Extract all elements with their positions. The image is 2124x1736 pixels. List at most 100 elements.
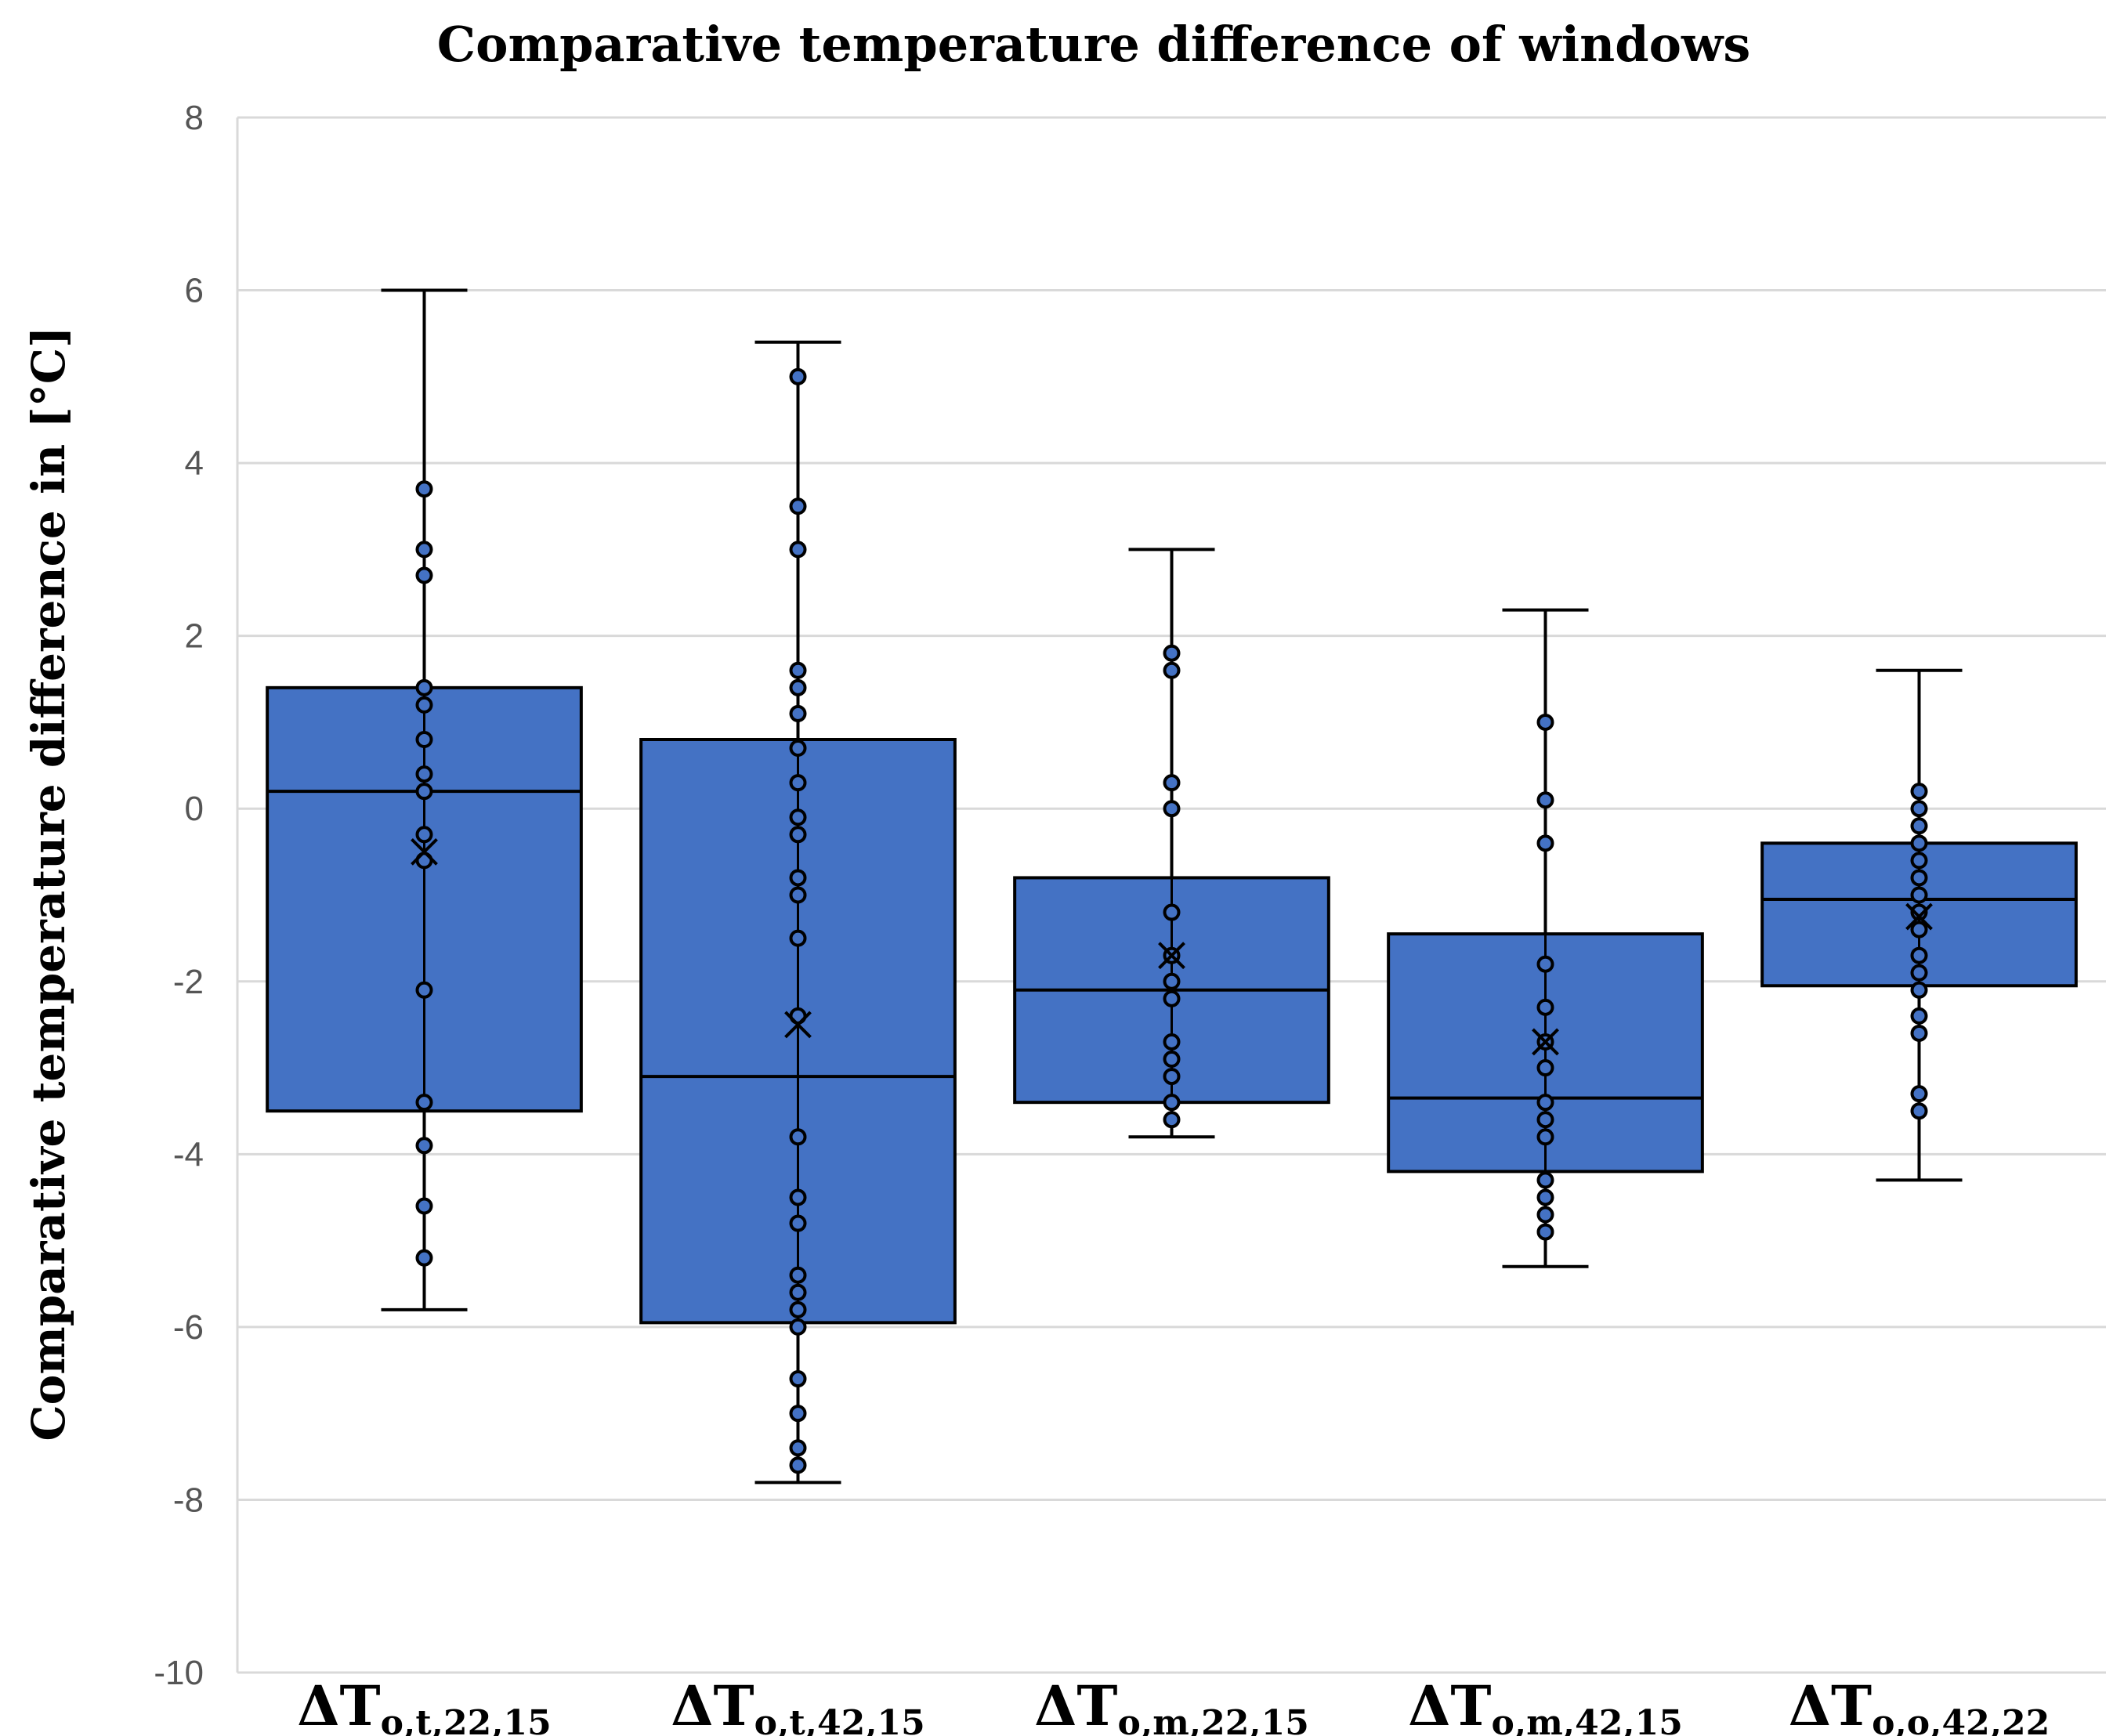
data-point	[415, 1094, 433, 1112]
mean-marker-stroke	[784, 1011, 812, 1039]
data-point	[1910, 964, 1928, 982]
data-point	[789, 1128, 807, 1146]
data-point	[789, 678, 807, 696]
data-point	[1536, 834, 1554, 852]
data-point	[789, 1405, 807, 1423]
data-point	[789, 1456, 807, 1474]
data-point	[789, 661, 807, 679]
data-point	[415, 678, 433, 696]
data-point	[1536, 1188, 1554, 1206]
data-point	[789, 1214, 807, 1232]
x-tick-label: ΔTo,m,22,15	[1034, 1673, 1309, 1736]
data-point	[415, 765, 433, 783]
data-point	[1163, 1094, 1181, 1112]
data-point	[1910, 817, 1928, 835]
data-point	[1910, 886, 1928, 904]
y-tick-label: 8	[185, 99, 204, 137]
mean-marker-stroke	[411, 837, 438, 866]
data-point	[789, 740, 807, 758]
box-group	[1013, 548, 1330, 1139]
data-point	[789, 497, 807, 515]
data-point	[1910, 1007, 1928, 1025]
data-point	[1536, 955, 1554, 973]
y-tick-labels: 8 6 4 2 0 -2 -4 -6 -8 -10	[154, 99, 204, 1692]
data-point	[1163, 774, 1181, 792]
data-point	[789, 1439, 807, 1457]
data-point	[789, 1300, 807, 1318]
data-point	[1536, 1223, 1554, 1241]
x-tick-label: ΔTo,m,42,15	[1408, 1673, 1683, 1736]
x-tick-label-sub: o,t,42,15	[754, 1703, 925, 1736]
data-point	[1910, 834, 1928, 852]
data-point	[789, 774, 807, 792]
box-group	[1387, 608, 1704, 1268]
y-tick-label: -10	[154, 1654, 204, 1692]
data-point	[1910, 800, 1928, 818]
data-point	[415, 826, 433, 844]
chart-title: Comparative temperature difference of wi…	[437, 16, 1750, 73]
box-group	[639, 340, 957, 1485]
y-tick-label: -8	[173, 1481, 204, 1519]
data-point	[415, 981, 433, 999]
data-point	[1163, 1068, 1181, 1086]
data-point	[1910, 852, 1928, 870]
data-point	[1163, 972, 1181, 990]
data-point	[789, 1318, 807, 1336]
data-point	[789, 886, 807, 904]
data-point	[1163, 661, 1181, 679]
data-point	[1536, 1206, 1554, 1224]
x-tick-label-main: ΔT	[1408, 1673, 1491, 1736]
y-tick-label: 6	[185, 272, 204, 310]
data-point	[1910, 1102, 1928, 1120]
data-point	[415, 1197, 433, 1215]
mean-marker-stroke	[1532, 1028, 1559, 1056]
data-point	[789, 929, 807, 947]
x-tick-label-sub: o,m,22,15	[1118, 1703, 1309, 1736]
data-point	[415, 783, 433, 801]
data-point	[415, 731, 433, 748]
data-point	[1163, 1111, 1181, 1129]
data-point	[415, 1249, 433, 1267]
y-tick-label: -6	[173, 1308, 204, 1347]
mean-marker-stroke	[1158, 942, 1185, 970]
data-point	[415, 480, 433, 498]
boxes-layer	[266, 288, 2078, 1485]
data-point	[415, 1137, 433, 1155]
y-tick-label: -4	[173, 1135, 204, 1174]
data-point	[1910, 1085, 1928, 1103]
x-tick-label: ΔTo,t,22,15	[297, 1673, 552, 1736]
data-point	[1910, 783, 1928, 801]
data-point	[1536, 998, 1554, 1016]
data-point	[1536, 791, 1554, 809]
data-point	[1536, 1059, 1554, 1077]
data-point	[1163, 1051, 1181, 1069]
x-tick-label-main: ΔT	[1789, 1673, 1872, 1736]
data-point	[1910, 903, 1928, 921]
data-point	[789, 367, 807, 385]
data-point	[789, 541, 807, 559]
x-tick-label-sub: o,o,42,22	[1872, 1703, 2050, 1736]
data-point	[415, 566, 433, 584]
data-point	[1536, 1171, 1554, 1189]
data-point	[789, 1370, 807, 1388]
data-point	[1536, 1111, 1554, 1129]
data-point	[1910, 1024, 1928, 1042]
data-point	[1163, 800, 1181, 818]
data-point	[1163, 903, 1181, 921]
y-tick-label: 0	[185, 790, 204, 828]
y-tick-label: 4	[185, 444, 204, 483]
data-point	[789, 808, 807, 826]
data-point	[1910, 981, 1928, 999]
data-point	[1536, 1128, 1554, 1146]
data-point	[789, 1188, 807, 1206]
data-point	[1910, 920, 1928, 939]
x-tick-label-sub: o,m,42,15	[1492, 1703, 1683, 1736]
x-tick-label-main: ΔT	[297, 1673, 380, 1736]
x-tick-labels: ΔTo,t,22,15 ΔTo,t,42,15 ΔTo,m,22,15 ΔTo,m,4…	[297, 1673, 2050, 1736]
data-point	[1163, 989, 1181, 1007]
mean-marker-stroke	[1905, 902, 1933, 931]
x-tick-label: ΔTo,t,42,15	[671, 1673, 925, 1736]
data-point	[789, 1266, 807, 1284]
data-point	[1163, 1033, 1181, 1051]
